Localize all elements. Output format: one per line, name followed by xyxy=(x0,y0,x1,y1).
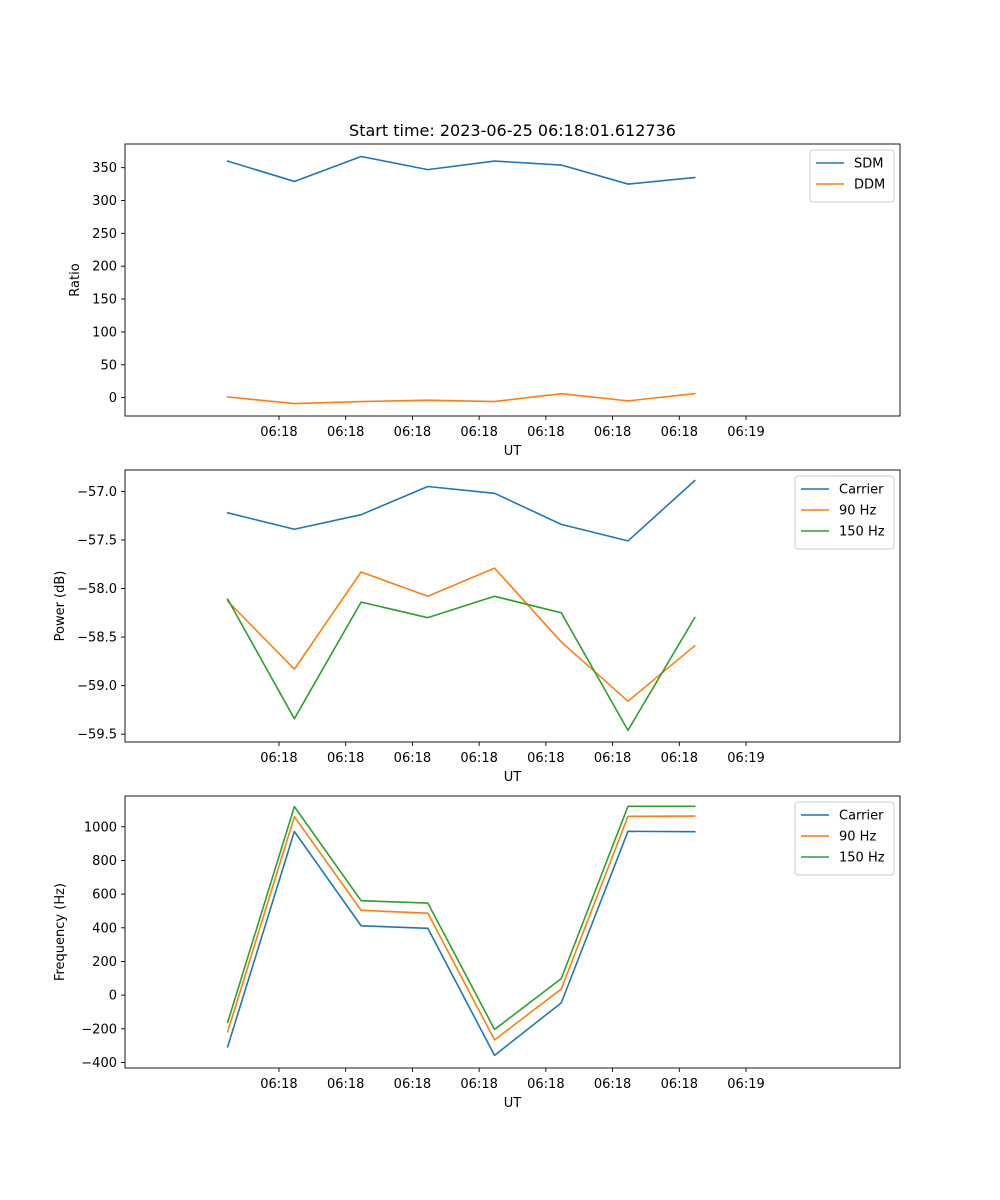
legend: Carrier 90 Hz 150 Hz xyxy=(794,475,895,550)
x-tick-label: 06:18 xyxy=(260,751,297,766)
x-tick-label: 06:18 xyxy=(661,751,698,766)
x-tick-label: 06:18 xyxy=(527,1077,564,1092)
y-tick-label: 200 xyxy=(92,955,117,970)
y-tick-label: −400 xyxy=(81,1056,117,1071)
series-line-90-hz xyxy=(226,815,696,1041)
y-tick-label: 350 xyxy=(92,161,117,176)
plot-frame xyxy=(124,143,901,417)
x-tick-label: 06:18 xyxy=(527,751,564,766)
y-tick-label: 50 xyxy=(100,358,117,373)
series-line-ddm xyxy=(226,392,696,405)
legend: SDM DDM xyxy=(809,149,895,203)
legend-label: Carrier xyxy=(839,809,884,824)
y-tick-label: 250 xyxy=(92,227,117,242)
x-tick-label: 06:19 xyxy=(727,751,764,766)
x-tick-label: 06:18 xyxy=(260,425,297,440)
figure-title: Start time: 2023-06-25 06:18:01.612736 xyxy=(349,121,676,140)
series-line-150-hz xyxy=(226,595,696,732)
series-line-sdm xyxy=(226,155,696,185)
y-tick-label: 600 xyxy=(92,888,117,903)
y-tick-label: 1000 xyxy=(84,820,117,835)
series-line-carrier xyxy=(226,479,696,542)
plot-frame xyxy=(124,795,901,1069)
legend-label: 90 Hz xyxy=(839,830,876,845)
y-axis-label: Power (dB) xyxy=(53,571,68,642)
x-axis-label: UT xyxy=(504,770,522,785)
x-tick-label: 06:18 xyxy=(327,1077,364,1092)
x-tick-label: 06:18 xyxy=(394,751,431,766)
x-tick-label: 06:18 xyxy=(594,751,631,766)
series-line-150-hz xyxy=(226,805,696,1031)
legend-label: 150 Hz xyxy=(839,525,885,540)
chart-panel-2: 06:18 06:18 06:18 06:18 06:18 06:18 06:18 06:19… xyxy=(53,469,901,785)
y-tick-label: −200 xyxy=(81,1022,117,1037)
x-tick-label: 06:18 xyxy=(394,425,431,440)
legend-label: SDM xyxy=(854,157,883,172)
y-tick-label: −57.0 xyxy=(77,485,117,500)
x-tick-label: 06:18 xyxy=(327,751,364,766)
x-tick-label: 06:18 xyxy=(527,425,564,440)
panels: 06:18 06:18 06:18 06:18 06:18 06:18 06:18 06:19… xyxy=(53,143,901,1111)
x-tick-label: 06:18 xyxy=(460,1077,497,1092)
y-tick-label: 400 xyxy=(92,921,117,936)
y-tick-label: −59.0 xyxy=(77,679,117,694)
legend-label: 150 Hz xyxy=(839,851,885,866)
legend-label: 90 Hz xyxy=(839,504,876,519)
legend-label: Carrier xyxy=(839,483,884,498)
y-tick-label: 800 xyxy=(92,854,117,869)
x-tick-label: 06:18 xyxy=(260,1077,297,1092)
series-line-carrier xyxy=(226,830,696,1057)
y-tick-label: 150 xyxy=(92,293,117,308)
x-tick-label: 06:18 xyxy=(460,425,497,440)
y-tick-label: 0 xyxy=(109,391,117,406)
y-tick-label: 300 xyxy=(92,194,117,209)
x-tick-label: 06:18 xyxy=(594,425,631,440)
x-tick-label: 06:18 xyxy=(394,1077,431,1092)
y-axis-label: Ratio xyxy=(68,263,83,296)
y-tick-label: 200 xyxy=(92,260,117,275)
y-tick-label: −59.5 xyxy=(77,728,117,743)
y-tick-label: −57.5 xyxy=(77,533,117,548)
chart-panel-3: 06:18 06:18 06:18 06:18 06:18 06:18 06:18 06:19… xyxy=(53,795,901,1111)
y-axis-label: Frequency (Hz) xyxy=(53,883,68,981)
y-tick-label: −58.5 xyxy=(77,631,117,646)
x-tick-label: 06:18 xyxy=(460,751,497,766)
x-tick-label: 06:18 xyxy=(661,425,698,440)
x-axis-label: UT xyxy=(504,1096,522,1111)
x-axis-label: UT xyxy=(504,444,522,459)
plot-frame xyxy=(124,469,901,743)
legend: Carrier 90 Hz 150 Hz xyxy=(794,801,895,876)
legend-label: DDM xyxy=(854,178,885,193)
x-tick-label: 06:19 xyxy=(727,425,764,440)
series-line-90-hz xyxy=(226,567,696,703)
x-tick-label: 06:18 xyxy=(594,1077,631,1092)
chart-panel-1: 06:18 06:18 06:18 06:18 06:18 06:18 06:18 06:19… xyxy=(68,143,901,459)
y-tick-label: 0 xyxy=(109,989,117,1004)
x-tick-label: 06:18 xyxy=(327,425,364,440)
x-tick-label: 06:18 xyxy=(661,1077,698,1092)
x-tick-label: 06:19 xyxy=(727,1077,764,1092)
y-tick-label: 100 xyxy=(92,325,117,340)
y-tick-label: −58.0 xyxy=(77,582,117,597)
